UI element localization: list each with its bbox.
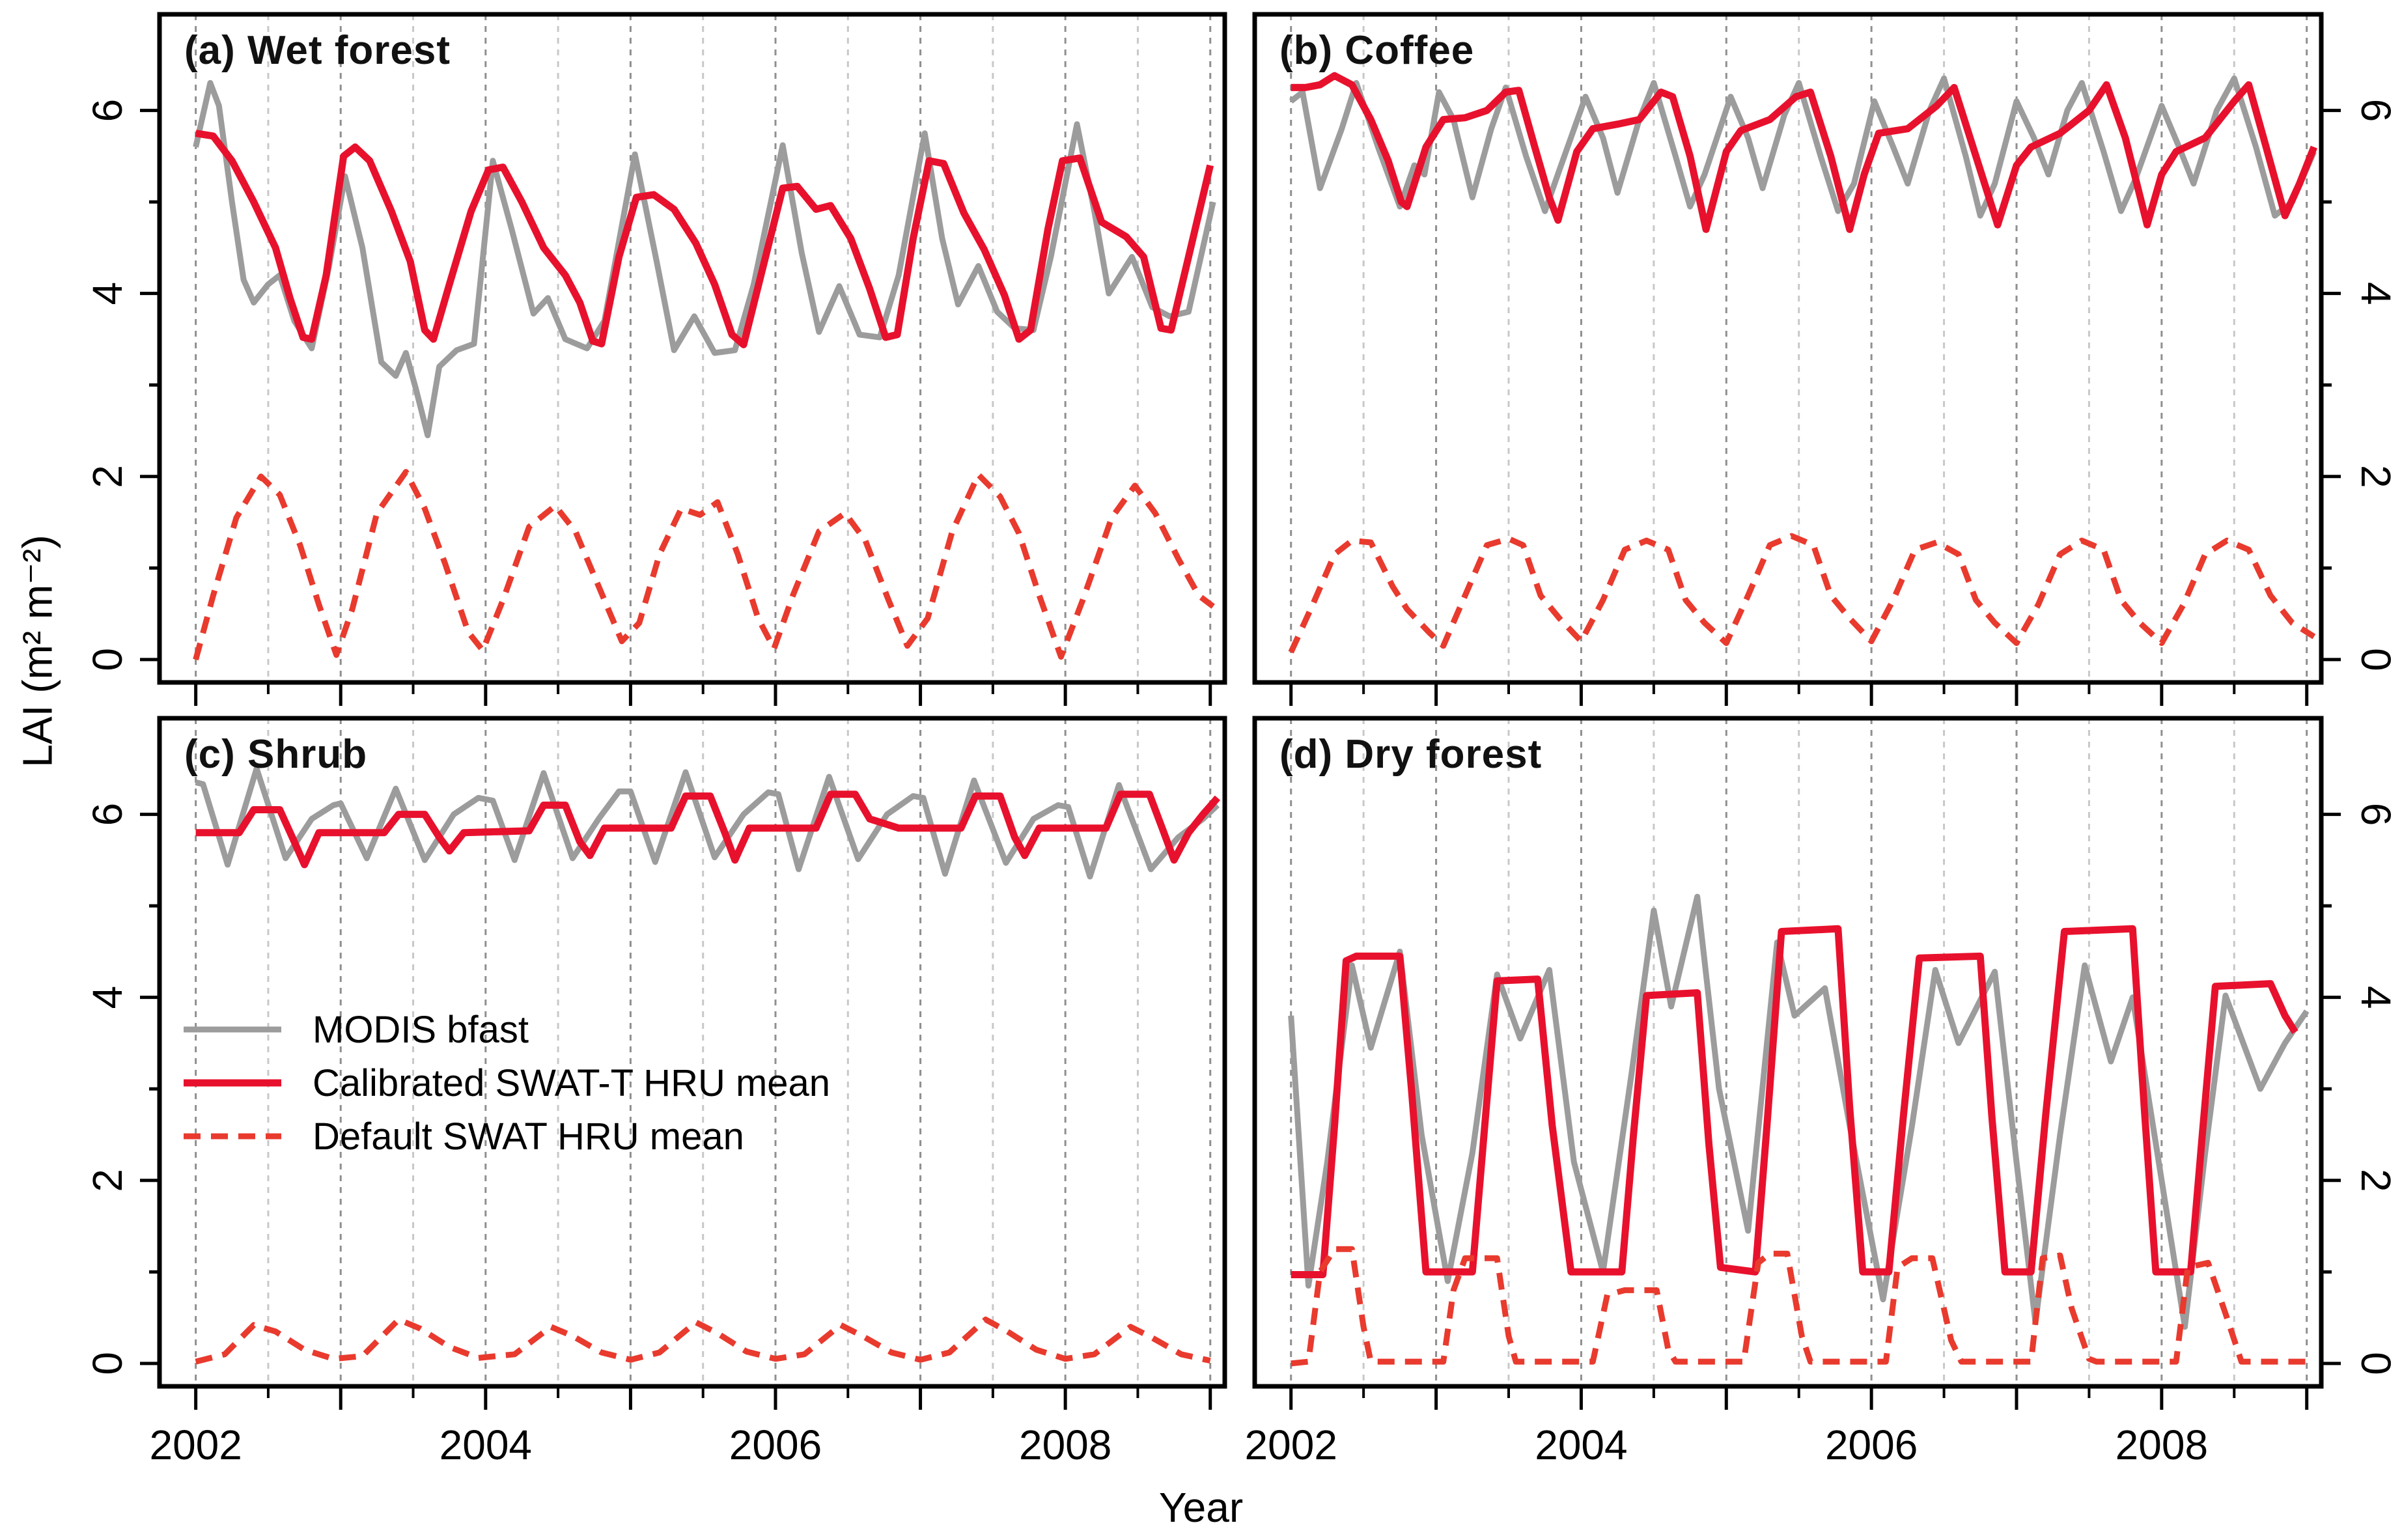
svg-text:2006: 2006 bbox=[729, 1421, 822, 1468]
svg-text:0: 0 bbox=[2353, 1352, 2399, 1375]
svg-text:2004: 2004 bbox=[440, 1421, 532, 1468]
svg-text:6: 6 bbox=[84, 803, 131, 826]
svg-text:2: 2 bbox=[2353, 465, 2399, 488]
x-axis-title: Year bbox=[1158, 1484, 1244, 1531]
legend-item-default-swat: Default SWAT HRU mean bbox=[184, 1115, 830, 1158]
legend-label-modis: MODIS bfast bbox=[313, 1008, 529, 1051]
svg-text:6: 6 bbox=[2353, 99, 2399, 122]
svg-text:2: 2 bbox=[2353, 1169, 2399, 1192]
panel-title-dry-forest: (d) Dry forest bbox=[1279, 732, 1543, 777]
svg-text:2002: 2002 bbox=[1245, 1421, 1337, 1468]
svg-text:2008: 2008 bbox=[1019, 1421, 1111, 1468]
svg-text:6: 6 bbox=[2353, 803, 2399, 826]
legend-label-default-swat: Default SWAT HRU mean bbox=[313, 1115, 744, 1158]
legend-item-calibrated-swat: Calibrated SWAT-T HRU mean bbox=[184, 1061, 831, 1104]
svg-text:2006: 2006 bbox=[1825, 1421, 1918, 1468]
svg-text:6: 6 bbox=[84, 99, 131, 122]
legend-line-modis-icon bbox=[184, 1026, 281, 1033]
svg-text:4: 4 bbox=[2353, 986, 2399, 1009]
svg-text:4: 4 bbox=[2353, 282, 2399, 305]
svg-text:0: 0 bbox=[84, 648, 131, 671]
svg-text:0: 0 bbox=[2353, 648, 2399, 671]
panel-wet-forest-plot: 0 2 4 6 bbox=[84, 12, 1227, 706]
svg-text:2008: 2008 bbox=[2116, 1421, 2208, 1468]
legend-item-modis: MODIS bfast bbox=[184, 1009, 830, 1051]
svg-text:2: 2 bbox=[84, 1169, 131, 1192]
panel-title-shrub: (c) Shrub bbox=[184, 732, 368, 777]
panel-title-coffee: (b) Coffee bbox=[1279, 28, 1475, 73]
svg-text:2002: 2002 bbox=[149, 1421, 242, 1468]
legend-label-calibrated-swat: Calibrated SWAT-T HRU mean bbox=[313, 1061, 831, 1104]
legend-line-default-icon bbox=[184, 1133, 281, 1140]
panel-shrub-plot: 2002 2004 2006 2008 0 2 4 6 bbox=[84, 716, 1227, 1468]
panel-coffee-plot: 0 2 4 6 bbox=[1252, 12, 2399, 706]
svg-text:4: 4 bbox=[84, 282, 131, 305]
svg-text:2004: 2004 bbox=[1535, 1421, 1627, 1468]
panel-title-wet-forest: (a) Wet forest bbox=[184, 28, 451, 73]
y-axis-title: LAI (m² m⁻²) bbox=[14, 535, 61, 768]
svg-text:2: 2 bbox=[84, 465, 131, 488]
svg-text:0: 0 bbox=[84, 1352, 131, 1375]
legend-line-calibrated-icon bbox=[184, 1079, 281, 1087]
panel-dry-forest-plot: 2002 2004 2006 2008 0 2 4 6 bbox=[1245, 716, 2399, 1468]
legend: MODIS bfast Calibrated SWAT-T HRU mean D… bbox=[184, 1009, 831, 1158]
svg-text:4: 4 bbox=[84, 986, 131, 1009]
